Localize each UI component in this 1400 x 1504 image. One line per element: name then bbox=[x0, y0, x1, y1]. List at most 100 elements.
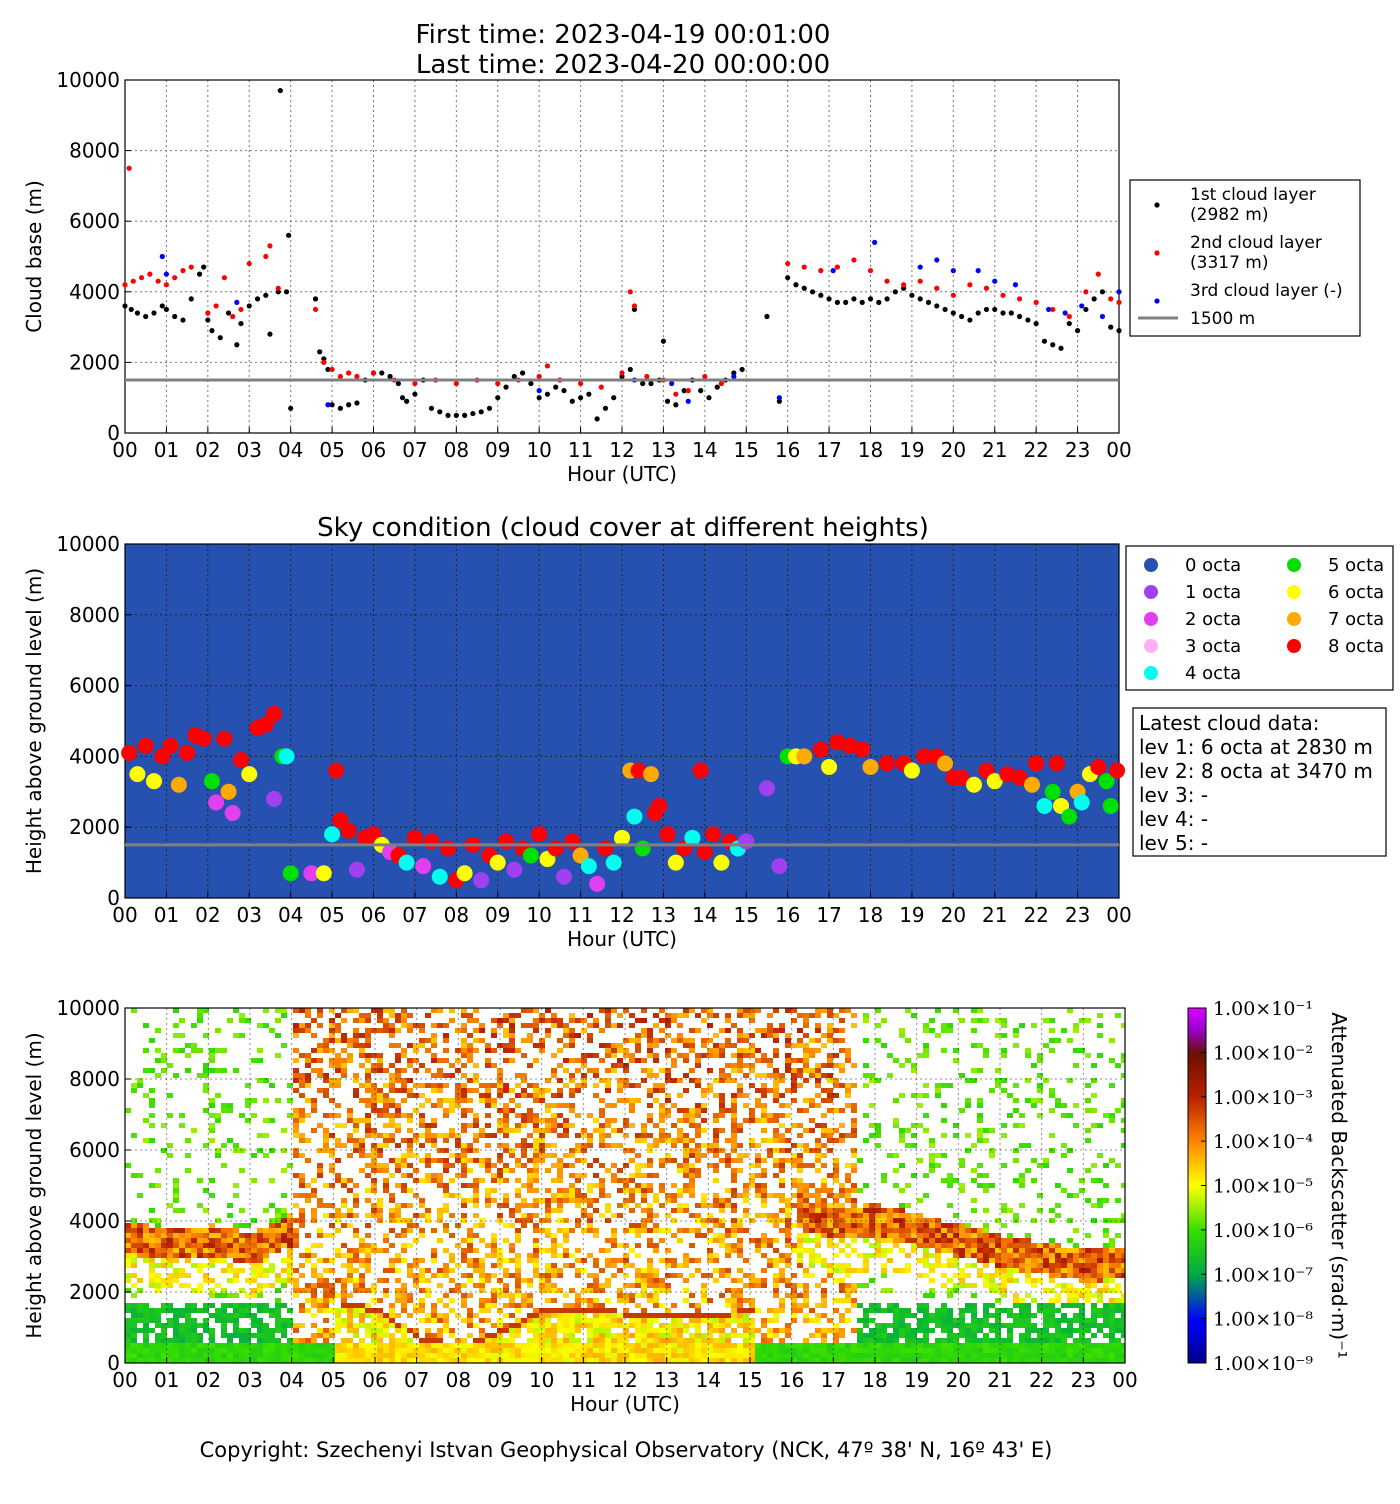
heatmap-cell bbox=[407, 1313, 413, 1318]
heatmap-cell bbox=[821, 1033, 827, 1038]
heatmap-cell bbox=[899, 1028, 905, 1033]
legend-label: 0 octa bbox=[1185, 555, 1241, 576]
heatmap-cell bbox=[647, 1358, 653, 1363]
heatmap-cell bbox=[515, 1238, 521, 1243]
heatmap-cell bbox=[377, 1313, 383, 1318]
heatmap-cell bbox=[515, 1083, 521, 1088]
heatmap-cell bbox=[821, 1153, 827, 1158]
heatmap-cell bbox=[611, 1213, 617, 1218]
heatmap-cell bbox=[299, 1093, 305, 1098]
heatmap-cell bbox=[347, 1178, 353, 1183]
heatmap-cell bbox=[641, 1358, 647, 1363]
heatmap-cell bbox=[263, 1228, 269, 1233]
heatmap-cell bbox=[311, 1058, 317, 1063]
heatmap-cell bbox=[737, 1128, 743, 1133]
heatmap-cell bbox=[761, 1323, 767, 1328]
heatmap-cell bbox=[431, 1313, 437, 1318]
heatmap-cell bbox=[569, 1028, 575, 1033]
heatmap-cell bbox=[311, 1048, 317, 1053]
heatmap-cell bbox=[461, 1253, 467, 1258]
heatmap-cell bbox=[485, 1048, 491, 1053]
heatmap-cell bbox=[131, 1358, 137, 1363]
heatmap-cell bbox=[773, 1088, 779, 1093]
heatmap-cell bbox=[221, 1048, 227, 1053]
heatmap-cell bbox=[563, 1033, 569, 1038]
heatmap-cell bbox=[623, 1348, 629, 1353]
heatmap-cell bbox=[377, 1278, 383, 1283]
heatmap-cell bbox=[677, 1108, 683, 1113]
heatmap-cell bbox=[317, 1343, 323, 1348]
heatmap-cell bbox=[887, 1338, 893, 1343]
heatmap-cell bbox=[233, 1233, 239, 1238]
layer1-point bbox=[437, 409, 442, 414]
heatmap-cell bbox=[785, 1353, 791, 1358]
heatmap-cell bbox=[365, 1248, 371, 1253]
heatmap-cell bbox=[419, 1233, 425, 1238]
heatmap-cell bbox=[671, 1138, 677, 1143]
heatmap-cell bbox=[347, 1133, 353, 1138]
heatmap-cell bbox=[593, 1318, 599, 1323]
x-tick-label: 05 bbox=[319, 438, 344, 462]
heatmap-cell bbox=[881, 1268, 887, 1273]
heatmap-cell bbox=[623, 1053, 629, 1058]
layer2-point bbox=[172, 275, 177, 280]
layer1-point bbox=[706, 395, 711, 400]
heatmap-cell bbox=[527, 1158, 533, 1163]
heatmap-cell bbox=[815, 1343, 821, 1348]
heatmap-cell bbox=[389, 1193, 395, 1198]
heatmap-cell bbox=[833, 1173, 839, 1178]
heatmap-cell bbox=[443, 1353, 449, 1358]
heatmap-cell bbox=[233, 1358, 239, 1363]
heatmap-cell bbox=[347, 1328, 353, 1333]
heatmap-cell bbox=[761, 1233, 767, 1238]
heatmap-cell bbox=[305, 1298, 311, 1303]
heatmap-cell bbox=[371, 1143, 377, 1148]
heatmap-cell bbox=[125, 1328, 131, 1333]
heatmap-cell bbox=[323, 1138, 329, 1143]
x-tick-label: 08 bbox=[444, 438, 469, 462]
heatmap-cell bbox=[845, 1348, 851, 1353]
layer1-point bbox=[934, 303, 939, 308]
heatmap-cell bbox=[329, 1018, 335, 1023]
heatmap-cell bbox=[623, 1253, 629, 1258]
heatmap-cell bbox=[779, 1348, 785, 1353]
heatmap-cell bbox=[797, 1108, 803, 1113]
heatmap-cell bbox=[533, 1308, 539, 1313]
heatmap-cell bbox=[551, 1248, 557, 1253]
heatmap-cell bbox=[425, 1153, 431, 1158]
heatmap-cell bbox=[491, 1238, 497, 1243]
heatmap-cell bbox=[845, 1053, 851, 1058]
heatmap-cell bbox=[569, 1198, 575, 1203]
heatmap-cell bbox=[257, 1353, 263, 1358]
heatmap-cell bbox=[509, 1043, 515, 1048]
heatmap-cell bbox=[173, 1308, 179, 1313]
heatmap-cell bbox=[569, 1188, 575, 1193]
heatmap-cell bbox=[401, 1258, 407, 1263]
heatmap-cell bbox=[461, 1083, 467, 1088]
heatmap-cell bbox=[563, 1308, 569, 1313]
heatmap-cell bbox=[449, 1258, 455, 1263]
heatmap-cell bbox=[653, 1228, 659, 1233]
heatmap-cell bbox=[503, 1163, 509, 1168]
heatmap-cell bbox=[149, 1228, 155, 1233]
heatmap-cell bbox=[311, 1298, 317, 1303]
heatmap-cell bbox=[311, 1313, 317, 1318]
heatmap-cell bbox=[323, 1258, 329, 1263]
heatmap-cell bbox=[353, 1348, 359, 1353]
heatmap-cell bbox=[149, 1263, 155, 1268]
heatmap-cell bbox=[347, 1113, 353, 1118]
heatmap-cell bbox=[365, 1213, 371, 1218]
heatmap-cell bbox=[605, 1338, 611, 1343]
heatmap-cell bbox=[491, 1033, 497, 1038]
heatmap-cell bbox=[281, 1303, 287, 1308]
heatmap-cell bbox=[347, 1273, 353, 1278]
heatmap-cell bbox=[251, 1248, 257, 1253]
heatmap-cell bbox=[473, 1338, 479, 1343]
heatmap-cell bbox=[353, 1308, 359, 1313]
heatmap-cell bbox=[431, 1343, 437, 1348]
heatmap-cell bbox=[581, 1173, 587, 1178]
heatmap-cell bbox=[263, 1273, 269, 1278]
heatmap-cell bbox=[473, 1248, 479, 1253]
heatmap-cell bbox=[875, 1038, 881, 1043]
heatmap-cell bbox=[689, 1118, 695, 1123]
